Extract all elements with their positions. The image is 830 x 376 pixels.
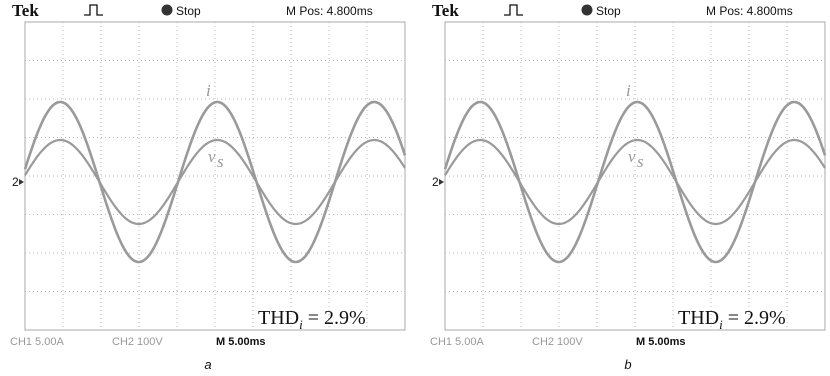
trigger-icon bbox=[504, 5, 523, 15]
brand: Tek bbox=[12, 1, 39, 20]
voltage-subscript: s bbox=[217, 152, 224, 171]
thd-rest: = 2.9% bbox=[723, 307, 786, 329]
channel-marker: 2 bbox=[12, 175, 19, 189]
ch1-setting: CH1 5.00A bbox=[10, 336, 64, 348]
ch2-setting: CH2 100V bbox=[532, 336, 583, 348]
thd-text: THD bbox=[258, 307, 299, 329]
caption: a bbox=[204, 357, 211, 372]
voltage-subscript: s bbox=[637, 152, 644, 171]
position: M Pos: 4.800ms bbox=[286, 4, 373, 18]
brand: Tek bbox=[432, 1, 459, 20]
thd-annotation: THDi = 2.9% bbox=[258, 307, 366, 332]
status: Stop bbox=[596, 4, 621, 18]
stop-dot bbox=[162, 5, 173, 16]
thd-rest: = 2.9% bbox=[303, 307, 366, 329]
figure: TekStopM Pos: 4.800ms2ivsTHDi = 2.9%CH1 … bbox=[0, 0, 830, 376]
ch1-setting: CH1 5.00A bbox=[430, 336, 484, 348]
status: Stop bbox=[176, 4, 201, 18]
stop-dot bbox=[582, 5, 593, 16]
marker-arrow bbox=[439, 179, 444, 185]
voltage-label: v bbox=[628, 147, 636, 166]
timebase: M 5.00ms bbox=[636, 336, 686, 348]
marker-arrow bbox=[19, 179, 24, 185]
current-label: i bbox=[206, 81, 211, 100]
timebase: M 5.00ms bbox=[216, 336, 266, 348]
trigger-icon bbox=[84, 5, 103, 15]
position: M Pos: 4.800ms bbox=[706, 4, 793, 18]
channel-marker: 2 bbox=[432, 175, 439, 189]
ch2-setting: CH2 100V bbox=[112, 336, 163, 348]
current-label: i bbox=[626, 81, 631, 100]
thd-text: THD bbox=[678, 307, 719, 329]
caption: b bbox=[624, 357, 631, 372]
thd-annotation: THDi = 2.9% bbox=[678, 307, 786, 332]
voltage-label: v bbox=[208, 147, 216, 166]
